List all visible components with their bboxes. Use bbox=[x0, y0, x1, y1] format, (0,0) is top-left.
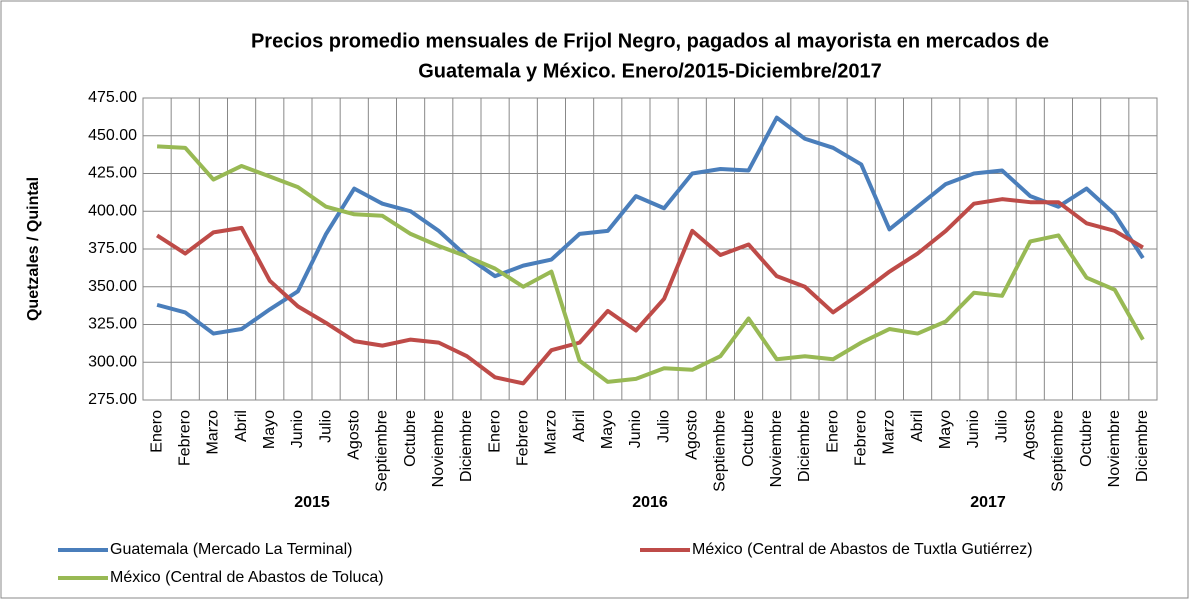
x-tick-label: Abril bbox=[571, 410, 588, 442]
x-tick-label: Abril bbox=[233, 410, 250, 442]
group-label: 2017 bbox=[970, 494, 1006, 511]
y-tick-label: 475.00 bbox=[88, 89, 137, 106]
x-tick-label: Julio bbox=[655, 410, 672, 443]
x-tick-label: Febrero bbox=[176, 410, 193, 466]
x-tick-label: Junio bbox=[627, 410, 644, 448]
x-tick-label: Enero bbox=[824, 410, 841, 453]
x-tick-label: Agosto bbox=[683, 410, 700, 460]
x-tick-label: Octubre bbox=[740, 410, 757, 467]
y-tick-label: 325.00 bbox=[88, 316, 137, 333]
x-tick-label: Enero bbox=[148, 410, 165, 453]
series-line bbox=[156, 197, 1144, 386]
x-tick-label: Agosto bbox=[1021, 410, 1038, 460]
group-label: 2015 bbox=[294, 494, 330, 511]
x-tick-label: Marzo bbox=[543, 410, 560, 455]
x-tick-label: Septiembre bbox=[1050, 410, 1067, 492]
y-tick-label: 300.00 bbox=[88, 353, 137, 370]
chart-title: Precios promedio mensuales de Frijol Neg… bbox=[251, 30, 1049, 52]
x-tick-label: Octubre bbox=[402, 410, 419, 467]
x-tick-label: Diciembre bbox=[458, 410, 475, 482]
x-tick-label: Octubre bbox=[1078, 410, 1095, 467]
x-tick-label: Diciembre bbox=[1134, 410, 1151, 482]
y-tick-label: 450.00 bbox=[88, 127, 137, 144]
y-tick-label: 425.00 bbox=[88, 165, 137, 182]
x-tick-label: Enero bbox=[486, 410, 503, 453]
group-label: 2016 bbox=[632, 494, 668, 511]
x-tick-label: Septiembre bbox=[374, 410, 391, 492]
x-tick-label: Marzo bbox=[881, 410, 898, 455]
y-tick-label: 375.00 bbox=[88, 240, 137, 257]
x-tick-label: Noviembre bbox=[1106, 410, 1123, 487]
x-tick-label: Abril bbox=[909, 410, 926, 442]
x-tick-label: Julio bbox=[993, 410, 1010, 443]
x-tick-label: Febrero bbox=[852, 410, 869, 466]
x-tick-label: Junio bbox=[965, 410, 982, 448]
x-tick-label: Septiembre bbox=[712, 410, 729, 492]
x-tick-label: Febrero bbox=[514, 410, 531, 466]
x-tick-label: Noviembre bbox=[430, 410, 447, 487]
x-tick-label: Mayo bbox=[261, 410, 278, 449]
series-line bbox=[156, 144, 1145, 384]
y-tick-label: 275.00 bbox=[88, 391, 137, 408]
legend-label: México (Central de Abastos de Tuxtla Gut… bbox=[692, 541, 1033, 558]
x-tick-label: Mayo bbox=[937, 410, 954, 449]
x-tick-label: Junio bbox=[289, 410, 306, 448]
x-tick-label: Diciembre bbox=[796, 410, 813, 482]
x-tick-label: Agosto bbox=[345, 410, 362, 460]
legend-label: México (Central de Abastos de Toluca) bbox=[110, 569, 384, 586]
y-tick-label: 350.00 bbox=[88, 278, 137, 295]
legend-label: Guatemala (Mercado La Terminal) bbox=[110, 541, 352, 558]
series-line bbox=[156, 115, 1145, 336]
chart-title: Guatemala y México. Enero/2015-Diciembre… bbox=[418, 60, 882, 82]
y-axis-label: Quetzales / Quintal bbox=[25, 177, 42, 321]
plot-border bbox=[142, 97, 1158, 401]
x-tick-label: Mayo bbox=[599, 410, 616, 449]
x-tick-label: Julio bbox=[317, 410, 334, 443]
x-tick-label: Noviembre bbox=[768, 410, 785, 487]
y-tick-label: 400.00 bbox=[88, 202, 137, 219]
x-tick-label: Marzo bbox=[205, 410, 222, 455]
